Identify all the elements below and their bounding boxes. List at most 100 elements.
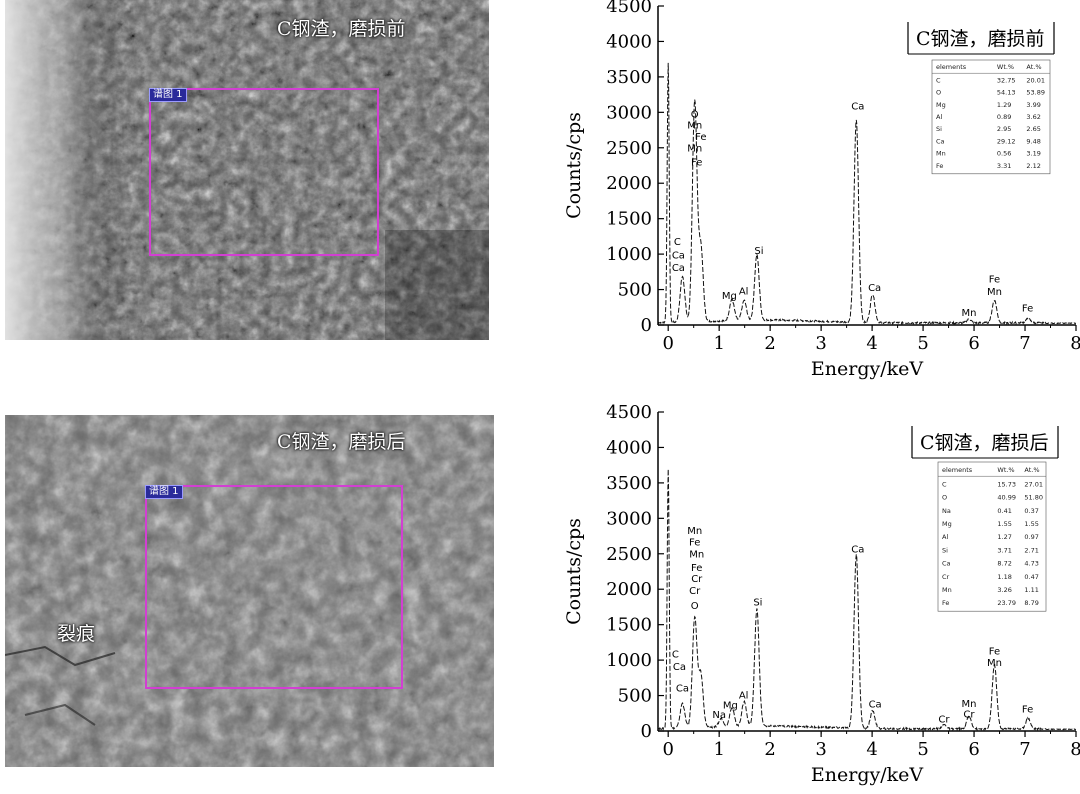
y-tick-label: 1500 (606, 615, 652, 636)
peak-label: O (691, 601, 699, 612)
y-tick-label: 2500 (606, 138, 652, 159)
roi-box-after: 谱图 1 (145, 485, 403, 689)
table-cell: 1.55 (1024, 520, 1038, 528)
table-cell: O (936, 89, 941, 97)
peak-label: C (672, 649, 679, 660)
table-cell: 23.79 (997, 599, 1016, 607)
table-cell: 1.11 (1024, 586, 1038, 594)
table-header: Wt.% (997, 466, 1014, 474)
y-tick-label: 4000 (606, 437, 652, 458)
peak-label: Mn (687, 143, 702, 154)
x-tick-label: 1 (713, 739, 724, 760)
table-header: At.% (1026, 63, 1041, 71)
table-cell: 3.99 (1026, 101, 1040, 109)
peak-label: Mn (987, 658, 1002, 669)
peak-label: Fe (691, 563, 702, 574)
table-cell: 32.75 (997, 76, 1016, 84)
y-tick-label: 3500 (606, 67, 652, 88)
table-cell: Mn (936, 150, 946, 158)
table-cell: 4.73 (1024, 560, 1038, 568)
table-cell: 3.31 (997, 162, 1011, 170)
peak-label: Si (754, 246, 763, 257)
table-cell: 8.79 (1024, 599, 1038, 607)
element-table (931, 59, 1051, 175)
table-cell: C (942, 480, 947, 488)
table-cell: 27.01 (1024, 480, 1043, 488)
x-tick-label: 5 (917, 739, 928, 760)
table-cell: 2.12 (1026, 162, 1040, 170)
table-header: elements (936, 63, 967, 71)
table-cell: 20.01 (1026, 76, 1045, 84)
peak-label: C (674, 237, 681, 248)
roi-box-before: 谱图 1 (149, 88, 379, 256)
x-tick-label: 8 (1070, 333, 1080, 354)
crack-label: 裂痕 (57, 623, 96, 645)
y-tick-label: 500 (618, 280, 652, 301)
chart-title: C钢渣，磨损后 (920, 432, 1049, 454)
table-cell: Na (942, 507, 951, 515)
sem-texture-after (5, 415, 494, 767)
peak-label: Fe (695, 132, 706, 143)
table-cell: O (942, 494, 947, 502)
table-cell: Mg (936, 101, 946, 109)
table-cell: 1.27 (997, 533, 1011, 541)
table-cell: 1.55 (997, 520, 1011, 528)
table-cell: Fe (942, 599, 949, 607)
table-cell: Al (936, 113, 942, 121)
table-cell: 40.99 (997, 494, 1016, 502)
y-tick-label: 4500 (606, 402, 652, 423)
table-cell: 3.71 (997, 546, 1011, 554)
peak-label: Fe (689, 537, 700, 548)
peak-label: Mn (961, 699, 976, 710)
y-axis-label: Counts/cps (563, 518, 585, 625)
peak-label: Cr (963, 710, 975, 721)
sem-label-after: C钢渣，磨损后 (277, 431, 406, 453)
peak-label: Mn (687, 526, 702, 537)
spectrum-line (657, 469, 1076, 732)
roi-tag-before: 谱图 1 (149, 88, 187, 102)
table-header: elements (942, 466, 973, 474)
peak-label: Fe (1022, 705, 1033, 716)
peak-label: Si (753, 598, 762, 609)
table-header: Wt.% (997, 63, 1014, 71)
peak-label: Fe (989, 274, 1000, 285)
peak-label: Al (739, 690, 749, 701)
chart-title: C钢渣，磨损前 (916, 28, 1045, 50)
y-tick-label: 4500 (606, 0, 652, 17)
table-cell: 54.13 (997, 89, 1016, 97)
x-tick-label: 3 (815, 333, 826, 354)
peak-label: Ca (672, 263, 685, 274)
table-cell: 3.19 (1026, 150, 1040, 158)
spectrum-line (657, 62, 1076, 326)
x-tick-label: 5 (917, 333, 928, 354)
table-cell: 9.48 (1026, 137, 1040, 145)
table-cell: 1.29 (997, 101, 1011, 109)
y-tick-label: 2000 (606, 579, 652, 600)
table-cell: Si (942, 546, 948, 554)
peak-label: O (691, 109, 699, 120)
roi-tag-after: 谱图 1 (145, 485, 183, 499)
peak-label: Mn (987, 287, 1002, 298)
y-tick-label: 3000 (606, 102, 652, 123)
table-cell: Si (936, 125, 942, 133)
table-cell: 3.62 (1026, 113, 1040, 121)
sem-texture-before (5, 0, 489, 340)
peak-label: Mn (961, 308, 976, 319)
peak-label: Cr (689, 586, 701, 597)
x-tick-label: 6 (968, 739, 979, 760)
y-axis-label: Counts/cps (563, 112, 585, 219)
element-table (937, 461, 1047, 612)
sem-label-before: C钢渣，磨损前 (277, 18, 406, 40)
table-cell: 0.47 (1024, 573, 1038, 581)
table-cell: 0.56 (997, 150, 1011, 158)
table-cell: 15.73 (997, 480, 1016, 488)
table-cell: Ca (942, 560, 951, 568)
table-cell: Fe (936, 162, 943, 170)
x-tick-label: 1 (713, 333, 724, 354)
x-tick-label: 6 (968, 333, 979, 354)
table-cell: Ca (936, 137, 945, 145)
table-cell: Cr (942, 573, 950, 581)
table-cell: C (936, 76, 941, 84)
table-cell: 0.89 (997, 113, 1011, 121)
